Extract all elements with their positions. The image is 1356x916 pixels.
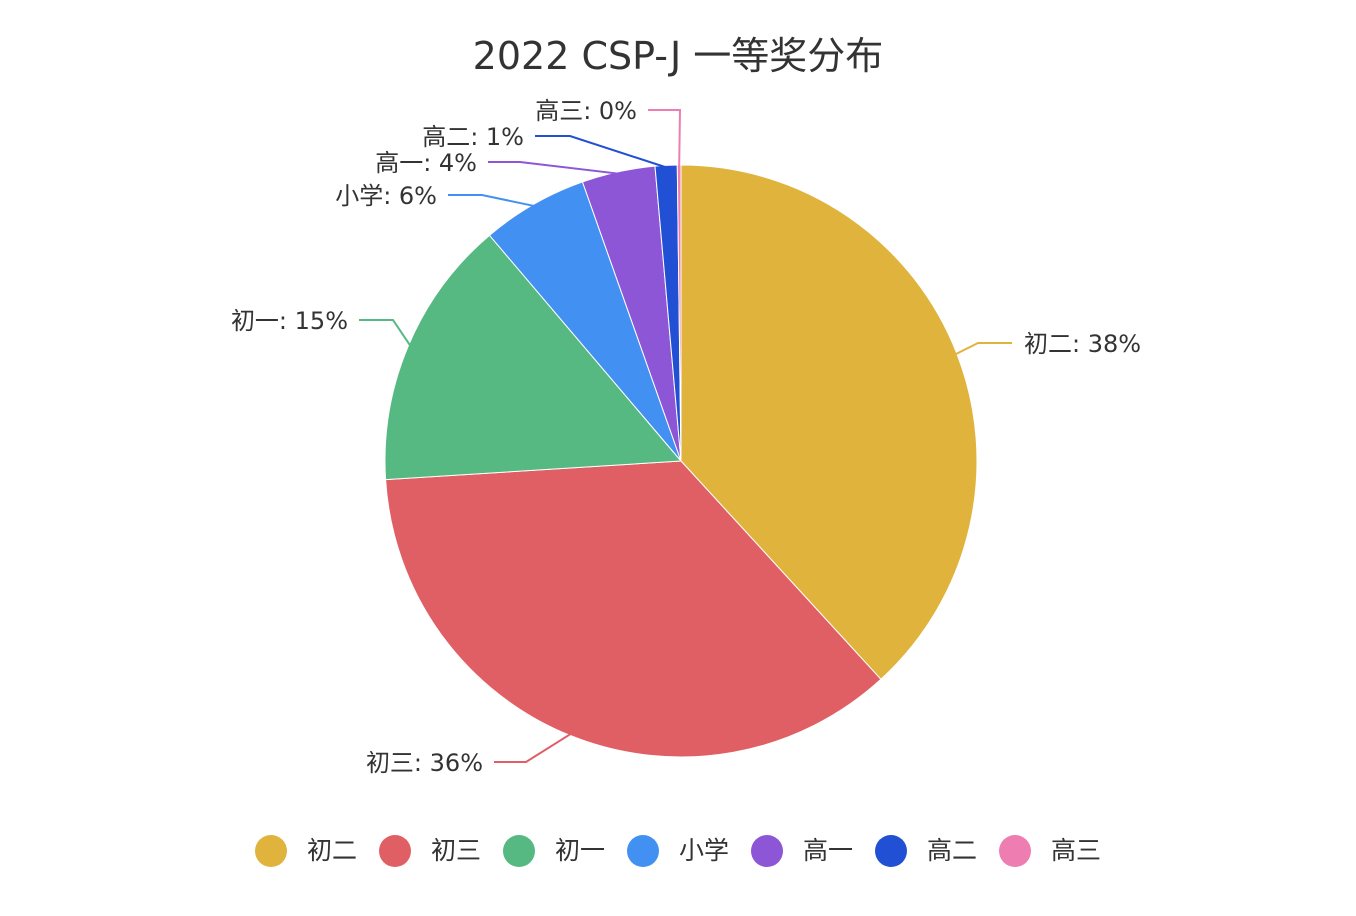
leader-line-3 — [448, 194, 535, 208]
legend-item-3[interactable]: 小学 — [626, 835, 729, 867]
slice-label-4: 高一: 4% — [375, 149, 477, 177]
leader-line-4 — [488, 161, 619, 175]
pie-slice-2[interactable] — [384, 234, 683, 481]
slice-label-2: 初一: 15% — [231, 307, 348, 335]
leader-line-6 — [648, 109, 682, 168]
legend-item-1[interactable]: 初三 — [378, 835, 481, 867]
leader-line-2 — [359, 319, 412, 347]
slice-label-0: 初二: 38% — [1024, 330, 1141, 358]
legend-marker-icon — [999, 835, 1032, 867]
legend-marker-icon — [751, 835, 783, 867]
legend-label: 初一 — [554, 836, 605, 865]
leader-line-1 — [494, 732, 572, 763]
pie-slice-1[interactable] — [385, 460, 882, 758]
legend-item-0[interactable]: 初二 — [254, 835, 357, 867]
legend-item-5[interactable]: 高二 — [875, 835, 977, 867]
legend-label: 高二 — [927, 836, 978, 865]
slice-label-3: 小学: 6% — [335, 182, 437, 210]
legend-marker-icon — [254, 835, 287, 867]
legend-marker-icon — [378, 835, 411, 867]
legend-label: 高三 — [1051, 836, 1102, 865]
legend-label: 小学 — [678, 836, 729, 865]
legend-marker-icon — [875, 835, 908, 867]
legend-item-2[interactable]: 初一 — [502, 835, 605, 867]
legend: 初二 初三 初一 小学 高一 高二 高三 — [0, 826, 1356, 876]
label-leader-lines — [359, 109, 1012, 763]
slice-labels: 初二: 38% 初三: 36% 初一: 15% 小学: 6% 高一: 4%高二: 1% 高… — [231, 97, 1141, 777]
slice-label-6: 高三: 0% — [535, 97, 637, 125]
leader-line-0 — [954, 342, 1012, 356]
slice-label-1: 初三: 36% — [366, 749, 483, 777]
legend-item-4[interactable]: 高一 — [751, 835, 853, 867]
legend-marker-icon — [626, 835, 659, 867]
legend-item-6[interactable]: 高三 — [999, 835, 1101, 867]
legend-label: 初三 — [430, 836, 481, 865]
slice-label-5: 高二: 1% — [422, 123, 524, 151]
legend-marker-icon — [502, 835, 535, 867]
chart-title: 2022 CSP-J 一等奖分布 — [472, 34, 884, 78]
leader-line-5 — [535, 135, 667, 169]
legend-label: 初二 — [306, 836, 357, 865]
legend-label: 高一 — [803, 836, 854, 865]
pie-slices — [384, 164, 978, 758]
